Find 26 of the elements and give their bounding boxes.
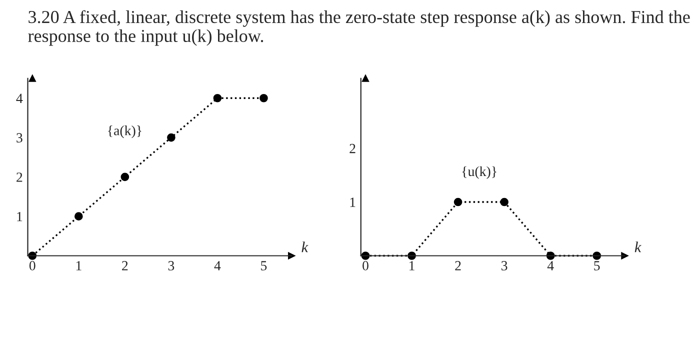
point bbox=[213, 94, 222, 102]
x-axis-title: k bbox=[634, 242, 642, 252]
y-tick-label: 4 bbox=[16, 94, 23, 103]
x-tick-label: 0 bbox=[29, 261, 36, 270]
x-tick-label: 2 bbox=[122, 261, 128, 270]
text: 3.20 A fixed, linear, discrete system has the zero-state step response a(k) as shown. Find the response to the input u(k) below. bbox=[28, 10, 690, 46]
point bbox=[74, 212, 83, 221]
x-tick-label: 3 bbox=[502, 261, 508, 270]
x-tick-label: 4 bbox=[547, 261, 554, 270]
x-tick-label: 4 bbox=[214, 261, 221, 270]
y-tick-label: 2 bbox=[16, 172, 22, 182]
annotation: {u(k)} bbox=[462, 166, 496, 179]
x-axis-title: k bbox=[302, 242, 308, 252]
point bbox=[260, 94, 268, 102]
x-tick-label: 0 bbox=[362, 261, 368, 270]
x-tick-label: 5 bbox=[261, 261, 267, 270]
point bbox=[167, 133, 176, 142]
point bbox=[120, 172, 130, 182]
x-tick-label: 5 bbox=[594, 261, 600, 270]
annotation: {a(k)} bbox=[108, 126, 142, 138]
x-tick-label: 3 bbox=[168, 261, 174, 270]
x-tick-label: 1 bbox=[76, 261, 82, 270]
y-tick-label: 3 bbox=[16, 133, 22, 142]
x-tick-label: 2 bbox=[455, 261, 461, 270]
x-tick-label: 1 bbox=[410, 261, 414, 270]
y-tick-label: 1 bbox=[17, 212, 22, 222]
